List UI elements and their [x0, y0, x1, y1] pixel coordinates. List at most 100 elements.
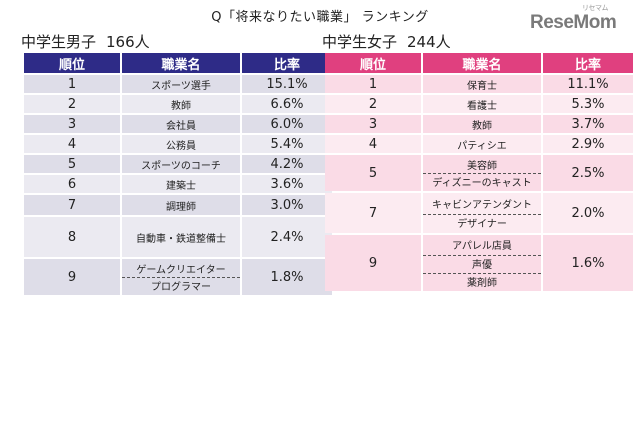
rank-cell: 7: [24, 195, 120, 215]
table-header-row: 順位 職業名 比率: [24, 53, 332, 73]
rate-cell: 5.4%: [242, 135, 332, 153]
rank-cell: 1: [24, 75, 120, 93]
job-cell: ゲームクリエイター プログラマー: [122, 259, 240, 295]
job-name: 建築士: [166, 180, 196, 192]
logo-text: ReseMom: [530, 12, 617, 33]
table-row: 8 自動車・鉄道整備士 2.4%: [24, 217, 332, 257]
table-row: 9 ゲームクリエイター プログラマー 1.8%: [24, 259, 332, 295]
table-row: 3 教師 3.7%: [325, 115, 633, 133]
table-row: 3 会社員 6.0%: [24, 115, 332, 133]
rank-cell: 5: [24, 155, 120, 173]
rank-cell: 9: [325, 235, 421, 291]
job-name: 調理師: [166, 201, 196, 213]
job-cell: 教師: [423, 115, 541, 133]
job-cell: 公務員: [122, 135, 240, 153]
job-name: 教師: [472, 120, 492, 132]
job-name: スポーツ選手: [151, 80, 211, 92]
job-name: 声優: [423, 254, 541, 271]
boys-caption: 中学生男子 166人: [21, 31, 150, 52]
job-name: キャビンアテンダント: [432, 200, 532, 211]
job-name: 教師: [171, 100, 191, 112]
girls-caption-label: 中学生女子: [322, 33, 398, 51]
boys-ranking-table: 順位 職業名 比率 1 スポーツ選手 15.1% 2 教師 6.6% 3 会社員 6.0% 4 公務…: [22, 51, 334, 297]
job-cell: スポーツのコーチ: [122, 155, 240, 173]
rate-cell: 11.1%: [543, 75, 633, 93]
rank-cell: 3: [325, 115, 421, 133]
rate-cell: 3.0%: [242, 195, 332, 215]
table-row: 6 建築士 3.6%: [24, 175, 332, 193]
job-name: 公務員: [166, 140, 196, 152]
table-row: 9 アパレル店員 声優 薬剤師 1.6%: [325, 235, 633, 291]
job-cell: 保育士: [423, 75, 541, 93]
header-rate: 比率: [242, 53, 332, 73]
rank-cell: 8: [24, 217, 120, 257]
resemom-logo: ReseMom リセマム: [530, 5, 617, 34]
job-name: プログラマー: [122, 277, 240, 293]
rank-cell: 2: [325, 95, 421, 113]
header-job: 職業名: [122, 53, 240, 73]
table-row: 2 看護士 5.3%: [325, 95, 633, 113]
job-cell: 教師: [122, 95, 240, 113]
rank-cell: 4: [325, 135, 421, 153]
rank-cell: 6: [24, 175, 120, 193]
table-row: 5 美容師 ディズニーのキャスト 2.5%: [325, 155, 633, 191]
table-row: 4 公務員 5.4%: [24, 135, 332, 153]
table-row: 4 パティシエ 2.9%: [325, 135, 633, 153]
rate-cell: 1.8%: [242, 259, 332, 295]
girls-caption: 中学生女子 244人: [322, 31, 451, 52]
job-name: 美容師: [467, 160, 497, 172]
rank-cell: 4: [24, 135, 120, 153]
job-cell: パティシエ: [423, 135, 541, 153]
job-cell: 美容師 ディズニーのキャスト: [423, 155, 541, 191]
job-name: デザイナー: [423, 214, 541, 230]
rate-cell: 6.6%: [242, 95, 332, 113]
table-row: 7 キャビンアテンダント デザイナー 2.0%: [325, 193, 633, 233]
rate-cell: 2.4%: [242, 217, 332, 257]
girls-caption-count: 244人: [407, 33, 451, 51]
job-cell: キャビンアテンダントデザイナー: [423, 193, 541, 233]
header-rank: 順位: [325, 53, 421, 73]
job-name: ゲームクリエイター: [136, 264, 226, 276]
rate-cell: 15.1%: [242, 75, 332, 93]
job-name: パティシエ: [457, 140, 507, 152]
rate-cell: 1.6%: [543, 235, 633, 291]
header-rate: 比率: [543, 53, 633, 73]
job-cell: 建築士: [122, 175, 240, 193]
job-name: 薬剤師: [423, 272, 541, 289]
logo-kana: リセマム: [582, 5, 609, 12]
girls-ranking-table: 順位 職業名 比率 1 保育士 11.1% 2 看護士 5.3% 3 教師 3.7% 4 パティシエ…: [323, 51, 635, 293]
page-title: Q「将来なりたい職業」 ランキング: [211, 10, 429, 25]
rate-cell: 3.7%: [543, 115, 633, 133]
job-name: 看護士: [467, 100, 497, 112]
rank-cell: 9: [24, 259, 120, 295]
rate-cell: 4.2%: [242, 155, 332, 173]
rate-cell: 5.3%: [543, 95, 633, 113]
job-name: 会社員: [166, 120, 196, 132]
header-rank: 順位: [24, 53, 120, 73]
rate-cell: 2.9%: [543, 135, 633, 153]
boys-table-body: 1 スポーツ選手 15.1% 2 教師 6.6% 3 会社員 6.0% 4 公務員 5.4% 5 スポーツ…: [24, 75, 332, 295]
table-row: 1 スポーツ選手 15.1%: [24, 75, 332, 93]
job-cell: 会社員: [122, 115, 240, 133]
table-row: 2 教師 6.6%: [24, 95, 332, 113]
rank-cell: 2: [24, 95, 120, 113]
job-name: スポーツのコーチ: [141, 160, 221, 172]
rank-cell: 7: [325, 193, 421, 233]
job-name: アパレル店員: [452, 241, 512, 253]
rank-cell: 1: [325, 75, 421, 93]
job-name: 保育士: [467, 80, 497, 92]
table-row: 1 保育士 11.1%: [325, 75, 633, 93]
job-cell: スポーツ選手: [122, 75, 240, 93]
rate-cell: 3.6%: [242, 175, 332, 193]
job-cell: 自動車・鉄道整備士: [122, 217, 240, 257]
rate-cell: 6.0%: [242, 115, 332, 133]
job-cell: 調理師: [122, 195, 240, 215]
job-name: ディズニーのキャスト: [423, 173, 541, 189]
job-cell: 看護士: [423, 95, 541, 113]
header-job: 職業名: [423, 53, 541, 73]
girls-table-body: 1 保育士 11.1% 2 看護士 5.3% 3 教師 3.7% 4 パティシエ 2.9% 5 美容師 ディ…: [325, 75, 633, 291]
table-row: 7 調理師 3.0%: [24, 195, 332, 215]
boys-caption-label: 中学生男子: [21, 33, 97, 51]
rate-cell: 2.5%: [543, 155, 633, 191]
rank-cell: 5: [325, 155, 421, 191]
